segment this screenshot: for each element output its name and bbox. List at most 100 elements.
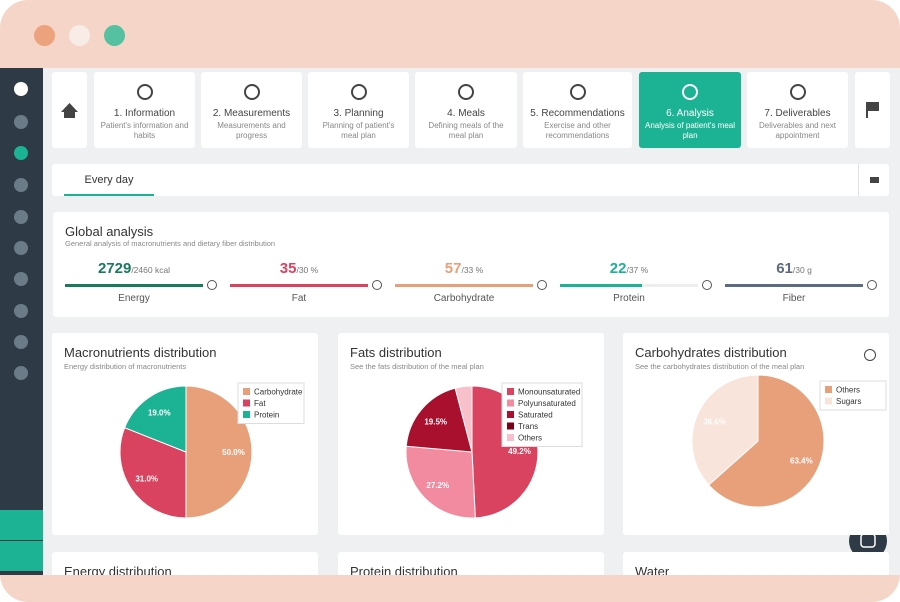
card-title: Protein distribution: [350, 564, 458, 575]
print-button[interactable]: [858, 164, 890, 196]
flag-icon: [866, 102, 879, 118]
pie-slice: [405, 387, 473, 453]
chart-card: Protein distribution: [338, 552, 604, 575]
chart-subtitle: See the fats distribution of the meal pl…: [350, 362, 484, 371]
chart-card: Water: [623, 552, 889, 575]
window-button[interactable]: [69, 25, 90, 46]
pie-slice: [691, 374, 759, 486]
step-tile[interactable]: 5. Recommendations Exercise and other rec…: [523, 72, 632, 148]
step-subtitle: Measurements and progress: [217, 121, 286, 140]
step-title: 6. Analysis: [666, 108, 714, 119]
legend-swatch: [507, 388, 514, 395]
slice-label: 63.4%: [790, 456, 813, 465]
nav-icon[interactable]: [14, 304, 28, 318]
step-subtitle: Patient's information and habits: [100, 121, 189, 140]
card-title: Global analysis: [65, 224, 154, 239]
icon-shape: [350, 84, 367, 100]
sidebar: [0, 68, 43, 575]
step-icon: [243, 84, 260, 100]
nav-icon[interactable]: [14, 146, 28, 160]
nav-icon[interactable]: [14, 241, 28, 255]
legend-label: Saturated: [518, 411, 553, 420]
metric-target: /30 g: [792, 265, 812, 275]
flag-tile[interactable]: [855, 72, 890, 148]
step-icon: [350, 84, 367, 100]
step-subtitle: Analysis of patient's meal plan: [645, 121, 736, 140]
step-tile[interactable]: 7. Deliverables Deliverables and next app…: [747, 72, 848, 148]
window-button[interactable]: [104, 25, 125, 46]
step-tile[interactable]: 4. Meals Defining meals of the meal plan: [415, 72, 517, 148]
legend-swatch: [507, 422, 514, 430]
metric-value: 2729: [97, 260, 132, 277]
main: Every day Global analysis General analys…: [43, 68, 900, 575]
nav-icon[interactable]: [14, 366, 28, 380]
step-icon: [458, 84, 474, 100]
nav-icon[interactable]: [14, 178, 28, 192]
pie-chart: 49.2% 27.2% 19.5% Monounsaturated Polyunsatu…: [405, 382, 583, 519]
global-card: Global analysis General analysis of macr…: [53, 212, 889, 317]
legend-label: Others: [518, 434, 542, 443]
legend-label: Monounsaturated: [518, 388, 580, 397]
nav-icon[interactable]: [14, 272, 28, 286]
metric-value: 57: [444, 260, 462, 277]
metric-target: /30 %: [296, 265, 319, 275]
info-icon: [864, 349, 876, 361]
legend-swatch: [243, 411, 250, 418]
nav-icon[interactable]: [14, 115, 28, 129]
step-tile[interactable]: 1. Information Patient's information and …: [94, 72, 195, 148]
legend-swatch: [507, 411, 514, 418]
pie-slice: [123, 385, 187, 453]
legend-label: Sugars: [836, 397, 861, 406]
legend-label: Fat: [254, 399, 266, 408]
icon-shape: [243, 84, 260, 100]
home-icon: [61, 103, 78, 118]
step-icon: [682, 84, 698, 100]
window-button[interactable]: [34, 25, 55, 46]
metric-bar: [560, 284, 643, 287]
metric-bar: [230, 284, 368, 287]
info-icon: [537, 280, 547, 290]
nav-button[interactable]: [0, 510, 43, 540]
chart-subtitle: See the carbohydrates distribution of th…: [635, 362, 805, 371]
nav-icon[interactable]: [14, 335, 28, 349]
nav-button[interactable]: [0, 541, 43, 571]
legend-label: Polyunsaturated: [518, 399, 576, 408]
step-subtitle: Defining meals of the meal plan: [428, 121, 504, 140]
step-tile[interactable]: 2. Measurements Measurements and progress: [201, 72, 302, 148]
metric-value-row: 61/30 g: [725, 260, 863, 278]
nav-icon[interactable]: [14, 210, 28, 224]
metric-label: Fiber: [782, 293, 806, 304]
pie-chart: 50.0% 31.0% 19.0% Carbohydrate Fat Protein: [119, 382, 305, 519]
metric-value: 61: [776, 260, 793, 277]
chart-title: Fats distribution: [350, 345, 442, 360]
card-subtitle: General analysis of macronutrients and d…: [65, 239, 276, 248]
metric-value-row: 2729/2460 kcal: [65, 260, 203, 278]
pie-slice: [119, 427, 187, 519]
metric-bar: [395, 284, 533, 287]
step-title: 5. Recommendations: [530, 108, 625, 119]
metric-target: /2460 kcal: [131, 265, 171, 275]
icon-shape: [136, 84, 153, 100]
step-tile[interactable]: 3. Planning Planning of patient's meal pl…: [308, 72, 409, 148]
step-icon: [789, 84, 806, 100]
legend-label: Protein: [254, 411, 279, 420]
legend-label: Carbohydrate: [254, 388, 303, 397]
tab[interactable]: Every day: [64, 164, 154, 196]
icon-shape: [789, 84, 806, 100]
card-title: Energy distribution: [64, 564, 172, 575]
home-tile[interactable]: [52, 72, 87, 148]
legend-swatch: [507, 434, 514, 441]
step-tile[interactable]: 6. Analysis Analysis of patient's meal pl…: [639, 72, 741, 148]
legend: [819, 380, 887, 411]
step-title: 4. Meals: [447, 108, 485, 119]
tab-bar: Every day: [52, 164, 889, 196]
metric-target: /37 %: [626, 265, 649, 275]
metric-bar: [725, 284, 863, 287]
chart-title: Macronutrients distribution: [64, 345, 217, 360]
legend-swatch: [507, 399, 514, 407]
slice-label: 19.0%: [148, 409, 171, 418]
metric-label: Carbohydrate: [433, 293, 495, 304]
legend: [501, 382, 583, 447]
pie-slice: [454, 385, 473, 453]
